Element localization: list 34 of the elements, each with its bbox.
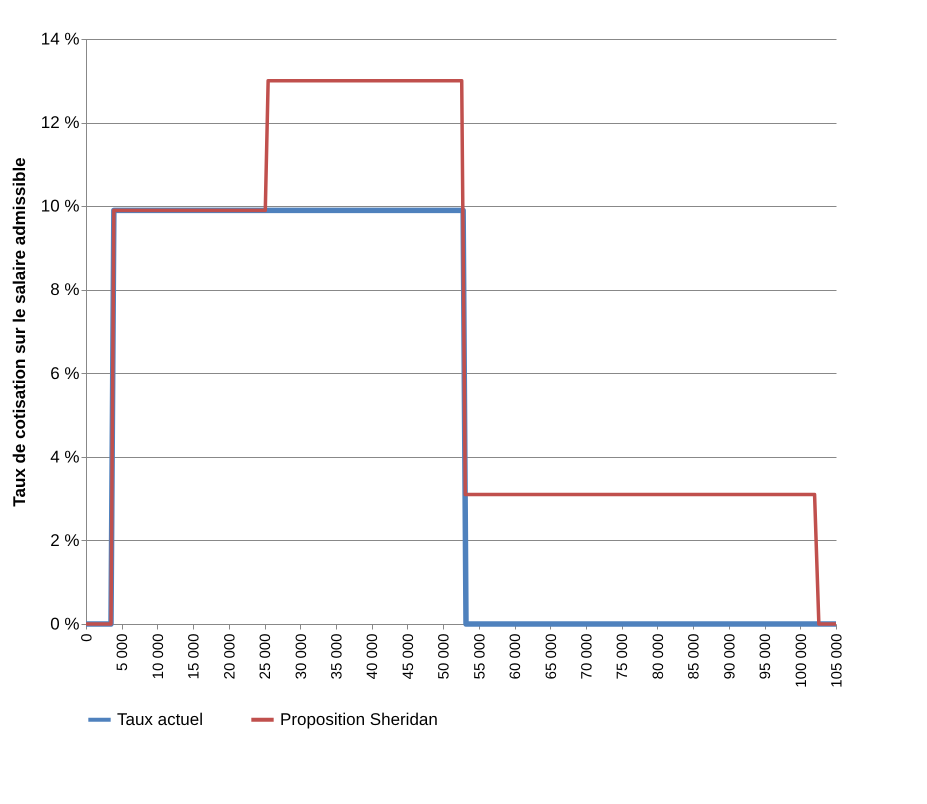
y-tick-label: 0 % [50, 614, 80, 634]
x-tick-label: 90 000 [721, 634, 738, 680]
y-tick-label: 8 % [50, 280, 80, 300]
x-tick-label: 80 000 [650, 634, 667, 680]
x-tick-label: 10 000 [150, 634, 167, 680]
y-tick-label: 10 % [40, 196, 80, 216]
x-tick-label: 45 000 [400, 634, 417, 680]
x-tick-label: 60 000 [507, 634, 524, 680]
x-tick-label: 85 000 [686, 634, 703, 680]
x-tick-label: 35 000 [328, 634, 346, 680]
x-tick-label: 50 000 [436, 634, 453, 680]
y-tick-label: 12 % [40, 113, 80, 132]
x-tick-label: 75 000 [614, 634, 632, 680]
x-tick-label: 70 000 [578, 634, 596, 680]
y-tick-label: 6 % [50, 364, 80, 383]
x-tick-label: 105 000 [828, 634, 846, 688]
x-tick-label: 20 000 [221, 634, 238, 680]
y-tick-label: 2 % [50, 530, 80, 550]
x-tick-label: 55 000 [471, 634, 488, 680]
x-tick-label: 5 000 [114, 634, 132, 672]
y-axis-title: Taux de cotisation sur le salaire admissible [10, 157, 29, 507]
line-series [84, 79, 838, 626]
legend-label: Proposition Sheridan [280, 710, 438, 729]
y-tick-label: 14 % [40, 30, 80, 48]
x-tick-label: 40 000 [364, 634, 382, 680]
legend-label: Taux actuel [117, 710, 203, 729]
x-tick-label: 95 000 [757, 634, 774, 680]
x-tick-label: 30 000 [292, 634, 310, 680]
y-tick-label: 4 % [50, 447, 80, 466]
x-tick-label: 0 [78, 634, 96, 642]
x-tick-label: 25 000 [257, 634, 274, 680]
x-tick-label: 15 000 [186, 634, 203, 680]
x-tick-label: 65 000 [542, 634, 560, 680]
x-tick-label: 100 000 [792, 634, 810, 688]
